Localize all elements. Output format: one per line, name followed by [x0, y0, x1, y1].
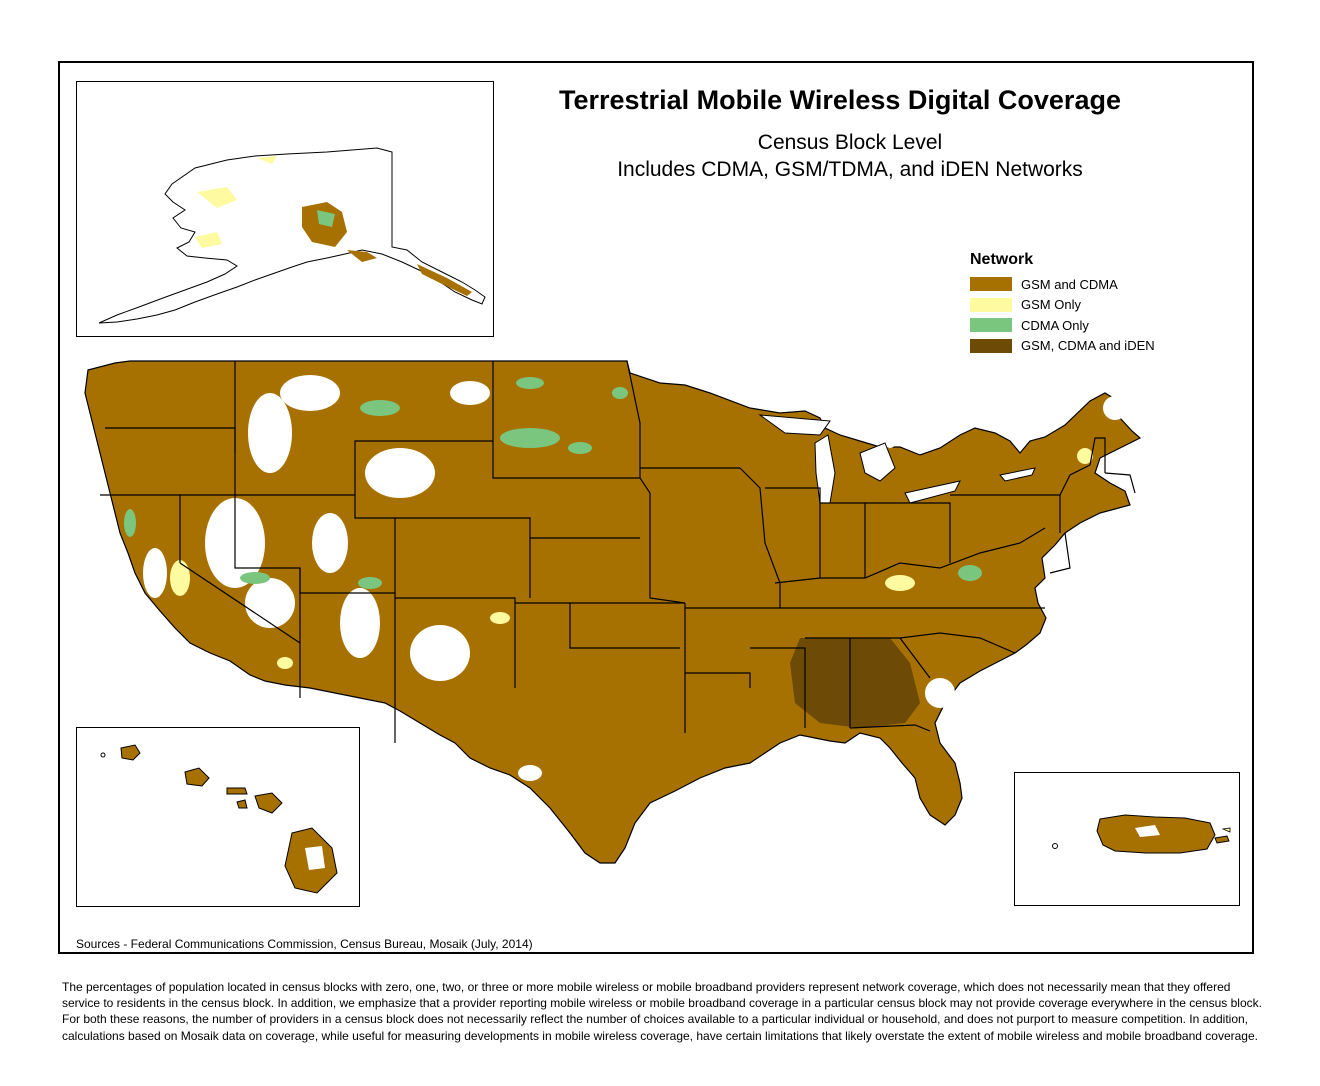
puerto-rico-islet	[1221, 827, 1231, 833]
puerto-rico-inset	[1014, 772, 1240, 906]
alaska-cdma-only-area	[317, 210, 335, 227]
puerto-rico-islet	[1052, 843, 1058, 849]
iden-coverage-region	[790, 638, 920, 728]
alaska-map	[98, 147, 486, 324]
hawaii-inset	[76, 727, 360, 907]
alaska-gsm-only-area	[197, 187, 237, 208]
legend-swatch	[970, 297, 1012, 312]
alaska-gsm-only-area	[195, 232, 222, 248]
hawaii-island-maui	[254, 792, 283, 814]
great-lakes	[758, 414, 1036, 504]
map-footnote: The percentages of population located in…	[62, 980, 1262, 1043]
map-legend: Network GSM and CDMA GSM Only CDMA Only …	[970, 251, 1170, 356]
no-coverage-areas	[143, 365, 1127, 781]
legend-item-gsm-cdma-iden: GSM, CDMA and iDEN	[970, 336, 1170, 357]
map-subtitle-level: Census Block Level	[757, 131, 943, 154]
alaska-coverage-area	[417, 264, 472, 296]
legend-item-cdma-only: CDMA Only	[970, 315, 1170, 336]
state-boundaries	[100, 360, 1136, 743]
map-title: Terrestrial Mobile Wireless Digital Cove…	[559, 85, 1121, 115]
legend-swatch	[970, 277, 1012, 292]
map-subtitle-networks: Includes CDMA, GSM/TDMA, and iDEN Networ…	[617, 158, 1083, 181]
hawaii-island-lanai	[236, 799, 248, 809]
hawaii-no-coverage	[305, 846, 325, 870]
puerto-rico-no-coverage	[1135, 825, 1160, 837]
alaska-coverage-area	[347, 250, 377, 262]
gsm-only-areas	[170, 448, 1093, 669]
legend-item-gsm-only: GSM Only	[970, 295, 1170, 316]
map-sources: Sources - Federal Communications Commiss…	[76, 937, 533, 951]
hawaii-island-kauai	[120, 744, 141, 761]
hawaii-islet	[100, 752, 106, 758]
legend-label: GSM Only	[1021, 297, 1081, 313]
legend-item-gsm-and-cdma: GSM and CDMA	[970, 274, 1170, 295]
legend-swatch	[970, 338, 1012, 353]
map-frame: Terrestrial Mobile Wireless Digital Cove…	[58, 61, 1254, 954]
hawaii-island-molokai	[226, 787, 248, 795]
cdma-only-areas	[124, 377, 982, 589]
alaska-landmass	[98, 147, 486, 324]
alaska-inset	[76, 81, 494, 337]
hawaii-island-oahu	[184, 767, 210, 787]
legend-swatch	[970, 318, 1012, 333]
legend-label: GSM and CDMA	[1021, 276, 1118, 292]
conus-coverage-map	[84, 360, 1142, 864]
puerto-rico-islet	[1214, 835, 1230, 844]
alaska-gsm-only-area	[257, 156, 277, 164]
legend-title: Network	[970, 251, 1034, 268]
puerto-rico-map	[1052, 814, 1231, 854]
legend-label: GSM, CDMA and iDEN	[1021, 338, 1155, 354]
hawaii-map	[100, 744, 338, 894]
legend-label: CDMA Only	[1021, 317, 1089, 333]
conus-landmass	[84, 360, 1142, 864]
